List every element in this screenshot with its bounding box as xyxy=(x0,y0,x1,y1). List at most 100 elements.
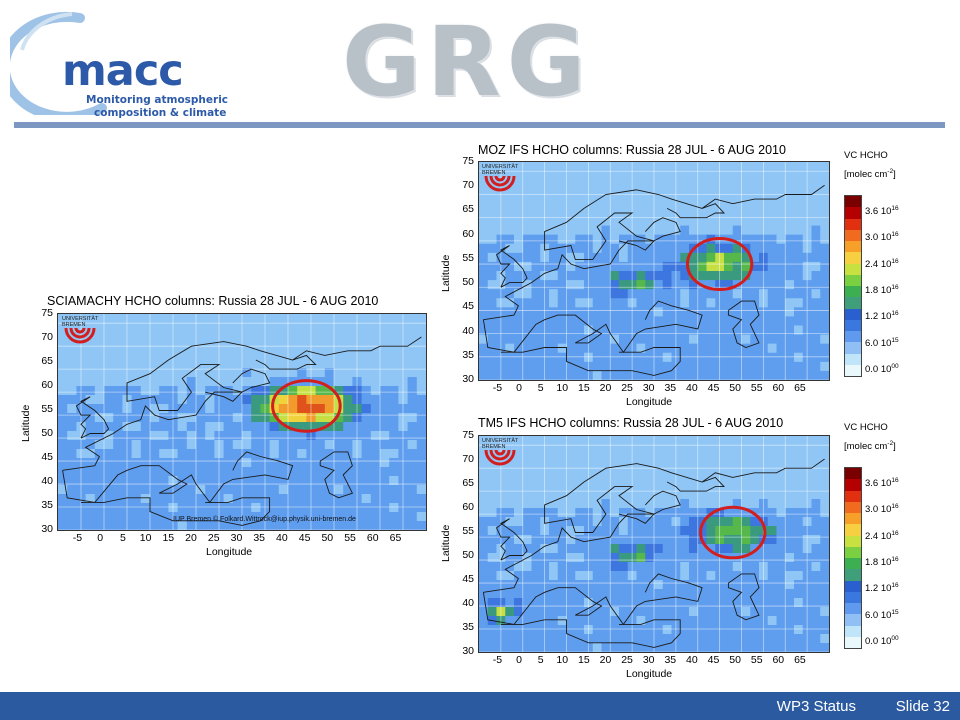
field-cell xyxy=(343,404,353,414)
field-cell xyxy=(794,280,804,290)
field-cell xyxy=(785,225,795,236)
field-cell xyxy=(776,162,786,172)
field-cell xyxy=(645,289,655,299)
field-cell xyxy=(776,571,786,581)
lon-tick-label: 5 xyxy=(537,382,544,394)
macc-subtitle-line2: composition & climate xyxy=(94,107,227,119)
field-cell xyxy=(549,289,559,299)
field-cell xyxy=(575,289,585,299)
field-cell xyxy=(531,463,541,473)
field-cell xyxy=(575,589,585,599)
field-cell xyxy=(522,454,532,464)
tm5-colorbar-labels: 3.6 1016 3.0 1016 2.4 1016 1.8 1016 1.2 1016… xyxy=(865,467,915,647)
field-cell xyxy=(767,189,777,199)
field-cell xyxy=(794,198,804,208)
field-cell xyxy=(251,440,261,450)
lat-tick-label: 55 xyxy=(462,525,474,537)
field-cell xyxy=(131,377,142,387)
field-cell xyxy=(67,323,77,333)
field-cell xyxy=(177,449,188,459)
field-cell xyxy=(697,162,707,172)
field-cell xyxy=(689,562,699,572)
field-cell xyxy=(794,216,804,227)
field-cell xyxy=(334,467,344,477)
field-cell xyxy=(288,323,298,333)
lon-tick-label: 30 xyxy=(642,654,655,666)
field-cell xyxy=(205,395,215,405)
field-cell xyxy=(140,314,151,324)
field-cell xyxy=(724,445,734,455)
field-cell xyxy=(566,499,576,509)
field-cell xyxy=(479,207,489,217)
field-cell xyxy=(67,422,77,432)
field-cell xyxy=(232,422,243,432)
field-cell xyxy=(645,544,655,554)
field-cell xyxy=(566,252,576,263)
field-cell xyxy=(706,598,716,608)
moz-colorbar-title: VC HCHO [molec cm-2] xyxy=(844,150,896,181)
field-cell xyxy=(514,207,524,217)
field-cell xyxy=(186,494,197,504)
field-cell xyxy=(697,463,707,473)
field-cell xyxy=(150,359,160,369)
field-cell xyxy=(566,454,576,464)
macc-arc-icon xyxy=(10,11,107,115)
field-cell xyxy=(619,198,629,208)
field-cell xyxy=(689,207,699,217)
field-cell xyxy=(85,485,96,495)
field-cell xyxy=(794,589,804,599)
field-cell xyxy=(514,580,524,590)
field-cell xyxy=(505,189,515,199)
field-cell xyxy=(131,431,142,441)
field-cell xyxy=(592,445,602,455)
field-cell xyxy=(380,314,390,324)
field-cell xyxy=(343,314,353,324)
field-cell xyxy=(619,334,629,345)
field-cell xyxy=(732,343,742,354)
field-cell xyxy=(724,361,734,372)
field-cell xyxy=(113,413,123,423)
field-cell xyxy=(205,485,215,495)
field-cell xyxy=(566,325,576,336)
field-cell xyxy=(58,512,68,522)
field-cell xyxy=(140,359,151,369)
field-cell xyxy=(549,198,559,208)
field-cell xyxy=(619,607,629,617)
field-cell xyxy=(706,526,716,536)
field-cell xyxy=(288,359,298,369)
field-cell xyxy=(361,404,372,414)
field-cell xyxy=(522,198,532,208)
field-cell xyxy=(767,526,777,536)
field-cell xyxy=(794,207,804,217)
field-cell xyxy=(407,431,418,441)
field-cell xyxy=(324,485,335,495)
field-cell xyxy=(811,436,821,446)
field-cell xyxy=(689,280,699,290)
field-cell xyxy=(159,449,169,459)
field-cell xyxy=(334,449,344,459)
field-cell xyxy=(654,370,664,380)
field-cell xyxy=(549,280,559,290)
field-cell xyxy=(741,490,751,500)
field-cell xyxy=(820,472,829,482)
field-cell xyxy=(278,341,289,351)
field-cell xyxy=(514,544,524,554)
field-cell xyxy=(269,386,280,396)
field-cell xyxy=(186,413,197,423)
field-cell xyxy=(557,298,567,308)
hotspot-circle xyxy=(271,379,342,433)
field-cell xyxy=(741,589,751,599)
field-cell xyxy=(549,544,559,554)
field-cell xyxy=(811,316,821,326)
field-cell xyxy=(601,616,611,626)
field-cell xyxy=(232,521,243,530)
moz-latitude-label: Latitude xyxy=(440,254,452,292)
field-cell xyxy=(575,517,585,527)
field-cell xyxy=(706,499,716,509)
field-cell xyxy=(566,307,576,317)
field-cell xyxy=(662,352,672,363)
field-cell xyxy=(811,171,821,181)
field-cell xyxy=(724,343,734,354)
field-cell xyxy=(223,404,234,414)
field-cell xyxy=(343,512,353,522)
